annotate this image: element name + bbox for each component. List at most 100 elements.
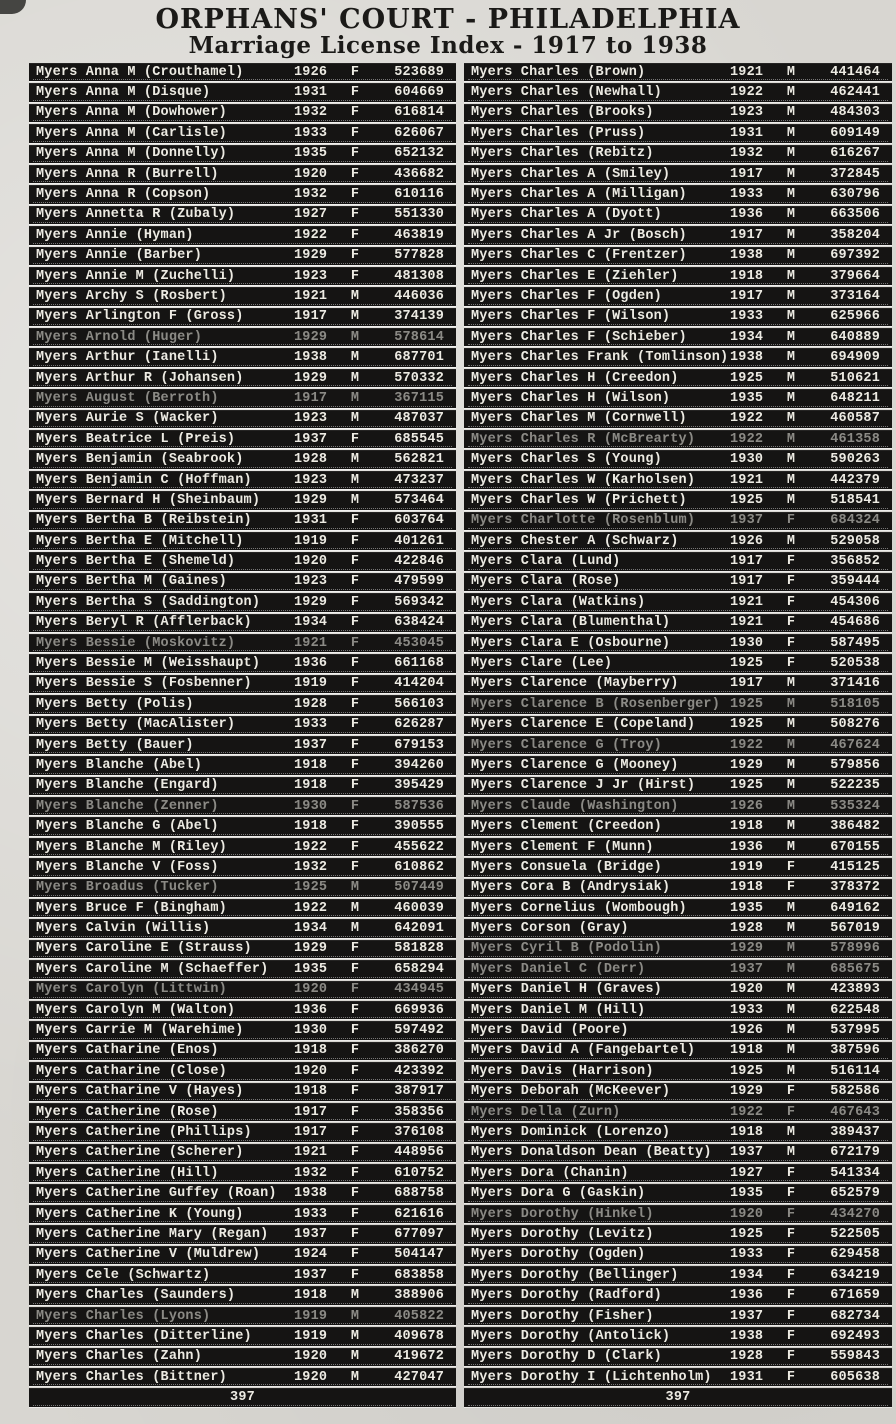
license-number-cell: 473237 xyxy=(394,472,444,488)
sex-cell: F xyxy=(786,656,796,672)
sex-cell: F xyxy=(350,1063,360,1079)
name-cell: Myers Della (Zurn) xyxy=(471,1104,621,1120)
dotted-leader-line xyxy=(468,1058,888,1060)
dotted-leader-line xyxy=(33,731,452,733)
sex-cell: M xyxy=(786,370,796,386)
name-cell: Myers Charles (Brown) xyxy=(471,64,646,80)
year-cell: 1923 xyxy=(730,105,764,121)
license-number-cell: 372845 xyxy=(830,166,880,182)
sex-cell: M xyxy=(786,105,796,121)
name-cell: Myers Charles (Lyons) xyxy=(36,1308,211,1324)
license-number-cell: 462441 xyxy=(830,85,880,101)
sex-cell: M xyxy=(350,1288,360,1304)
license-number-cell: 436682 xyxy=(394,166,444,182)
index-row: Myers Catherine Guffey (Roan) 1938 F 688758 xyxy=(29,1184,456,1203)
dotted-leader-line xyxy=(33,670,452,672)
scan-corner-artifact xyxy=(0,0,26,14)
name-cell: Myers Cora B (Andrysiak) xyxy=(471,880,671,896)
year-cell: 1920 xyxy=(294,982,328,998)
dotted-leader-line xyxy=(468,935,888,937)
sex-cell: M xyxy=(786,166,796,182)
dotted-leader-line xyxy=(468,793,888,795)
dotted-leader-line xyxy=(468,507,888,509)
year-cell: 1926 xyxy=(730,798,764,814)
index-row: Myers Charles F (Schieber) 1934 M 640889 xyxy=(464,328,892,347)
name-cell: Myers Daniel H (Graves) xyxy=(471,982,662,998)
sex-cell: F xyxy=(786,615,796,631)
sex-cell: F xyxy=(350,1104,360,1120)
index-row: Myers Clara (Lund) 1917 F 356852 xyxy=(464,552,892,571)
dotted-leader-line xyxy=(468,650,888,652)
sex-cell: M xyxy=(350,1308,360,1324)
year-cell: 1928 xyxy=(294,696,328,712)
dotted-leader-line xyxy=(33,935,452,937)
year-cell: 1918 xyxy=(294,757,328,773)
sex-cell: M xyxy=(786,778,796,794)
index-row: Myers Clarence G (Mooney) 1929 M 579856 xyxy=(464,756,892,775)
dotted-leader-line xyxy=(468,1364,888,1365)
year-cell: 1922 xyxy=(730,431,764,447)
index-row: Myers Annie (Hyman) 1922 F 463819 xyxy=(29,226,456,245)
dotted-leader-line xyxy=(468,1282,888,1284)
index-row: Myers Dora G (Gaskin) 1935 F 652579 xyxy=(464,1184,892,1203)
name-cell: Myers Catharine V (Hayes) xyxy=(36,1084,244,1100)
year-cell: 1917 xyxy=(294,1125,328,1140)
index-row: Myers Charles F (Wilson) 1933 M 625966 xyxy=(464,307,892,327)
dotted-leader-line xyxy=(468,222,888,224)
name-cell: Myers Carrie M (Warehime) xyxy=(36,1023,244,1039)
index-row: Myers Aurie S (Wacker) 1923 M 487037 xyxy=(29,409,456,429)
license-number-cell: 522505 xyxy=(830,1226,880,1242)
sex-cell: F xyxy=(350,187,360,203)
name-cell: Myers Broadus (Tucker) xyxy=(36,880,219,896)
license-number-cell: 652132 xyxy=(394,146,444,162)
name-cell: Myers Anna R (Copson) xyxy=(36,187,211,203)
name-cell: Myers Catherine V (Muldrew) xyxy=(36,1247,261,1263)
sex-cell: M xyxy=(786,982,796,998)
dotted-leader-line xyxy=(468,120,888,122)
year-cell: 1937 xyxy=(294,1226,328,1242)
index-row: Myers Charles (Brooks) 1923 M 484303 xyxy=(464,103,892,123)
dotted-leader-line xyxy=(468,711,888,713)
license-number-cell: 414204 xyxy=(394,676,444,692)
license-number-cell: 616814 xyxy=(394,105,444,121)
name-cell: Myers Bertha S (Saddington) xyxy=(36,594,261,610)
index-row: Myers Daniel C (Derr) 1937 M 685675 xyxy=(464,960,892,979)
year-cell: 1936 xyxy=(294,1002,328,1018)
year-cell: 1938 xyxy=(294,1186,328,1202)
dotted-leader-line xyxy=(468,1384,888,1386)
year-cell: 1930 xyxy=(730,452,764,468)
dotted-leader-line xyxy=(468,731,888,733)
sex-cell: F xyxy=(350,839,360,855)
license-number-cell: 578614 xyxy=(394,329,444,345)
sex-cell: F xyxy=(350,1125,360,1140)
name-cell: Myers Arthur R (Johansen) xyxy=(36,370,244,386)
name-cell: Myers Anna M (Disque) xyxy=(36,85,211,101)
index-row: Myers Dora (Chanin) 1927 F 541334 xyxy=(464,1164,892,1183)
year-cell: 1918 xyxy=(730,819,764,835)
name-cell: Myers Bertha E (Shemeld) xyxy=(36,554,236,570)
dotted-leader-line xyxy=(33,1180,452,1182)
year-cell: 1935 xyxy=(294,961,328,977)
dotted-leader-line xyxy=(468,1262,888,1264)
name-cell: Myers Catharine (Close) xyxy=(36,1063,227,1079)
name-cell: Myers Aurie S (Wacker) xyxy=(36,411,219,427)
name-cell: Myers Charles A (Dyott) xyxy=(471,207,662,223)
index-row: Myers Clara (Blumenthal) 1921 F 454686 xyxy=(464,613,892,632)
sex-cell: M xyxy=(350,880,360,896)
year-cell: 1928 xyxy=(294,452,328,468)
sex-cell: M xyxy=(786,1125,796,1140)
license-number-cell: 504147 xyxy=(394,1247,444,1263)
dotted-leader-line xyxy=(33,344,452,346)
license-number-cell: 685545 xyxy=(394,431,444,447)
dotted-leader-line xyxy=(33,752,452,754)
license-number-cell: 663506 xyxy=(830,207,880,223)
name-cell: Myers Bertha B (Reibstein) xyxy=(36,513,252,529)
license-number-cell: 367115 xyxy=(394,390,444,406)
year-cell: 1936 xyxy=(730,1288,764,1304)
year-cell: 1918 xyxy=(730,268,764,284)
license-number-cell: 388906 xyxy=(394,1288,444,1304)
year-cell: 1929 xyxy=(294,370,328,386)
year-cell: 1919 xyxy=(294,533,328,549)
index-row: Myers Blanche (Engard) 1918 F 395429 xyxy=(29,776,456,796)
index-row: Myers Caroline E (Strauss) 1929 F 581828 xyxy=(29,939,456,959)
